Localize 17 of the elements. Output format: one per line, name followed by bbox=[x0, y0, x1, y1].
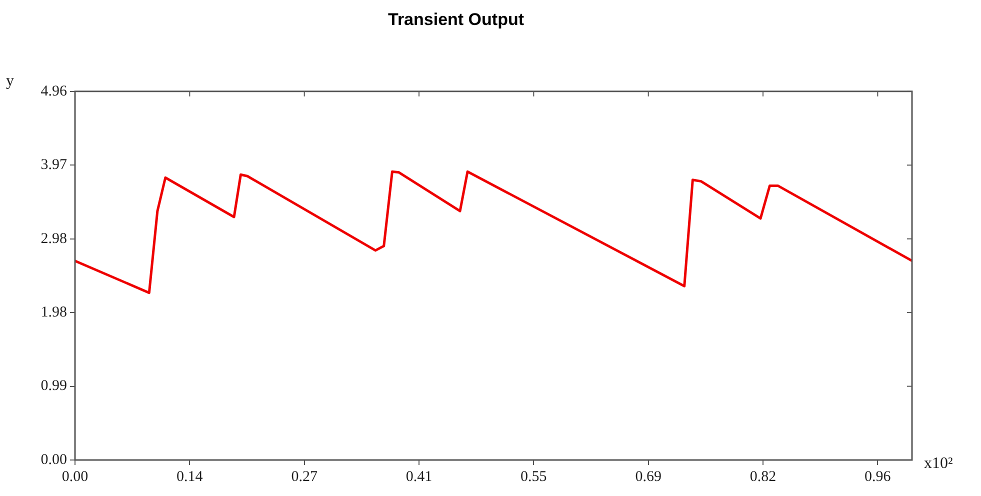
y-axis-title: y bbox=[6, 72, 14, 90]
y-tick-label: 0.99 bbox=[40, 378, 67, 394]
x-tick-label: 0.00 bbox=[62, 468, 88, 485]
y-tick-label: 3.97 bbox=[40, 157, 68, 174]
x-tick-label: 0.96 bbox=[864, 468, 892, 485]
y-tick-label: 4.96 bbox=[40, 83, 68, 100]
y-tick-label: 0.00 bbox=[40, 452, 67, 468]
x-tick-label: 0.69 bbox=[635, 468, 662, 485]
x-tick-label: 0.82 bbox=[750, 468, 776, 485]
y-tick-label: 1.98 bbox=[40, 304, 67, 320]
x-tick-label: 0.14 bbox=[176, 468, 204, 485]
x-tick-label: 0.27 bbox=[291, 468, 318, 485]
x-tick-label: 0.55 bbox=[520, 468, 547, 485]
chart-title: Transient Output bbox=[388, 10, 524, 29]
x-tick-label: 0.41 bbox=[406, 468, 432, 485]
x-axis-title: x10² bbox=[924, 455, 953, 472]
y-tick-label: 2.98 bbox=[40, 230, 67, 247]
